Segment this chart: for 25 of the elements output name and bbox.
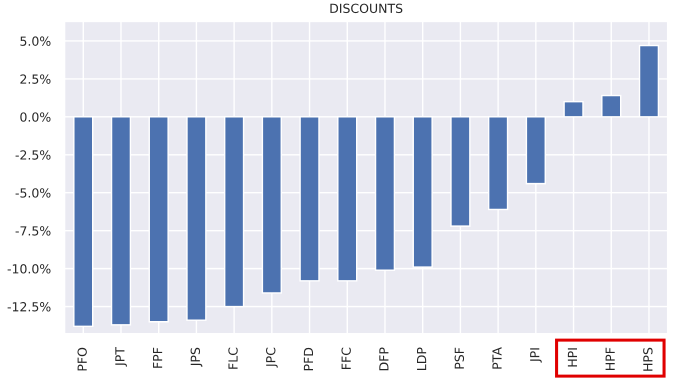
x-tick-label: FLC <box>228 348 238 369</box>
x-tick-label: JPI <box>530 348 542 363</box>
x-tick-label: JPC <box>266 348 278 368</box>
y-tick-label: -12.5% <box>8 302 51 312</box>
x-tick-label: PFO <box>77 348 87 370</box>
x-tick-label: HPI <box>568 348 577 366</box>
y-tick-label: -5.0% <box>16 188 51 198</box>
x-tick-label: HPF <box>606 348 615 370</box>
x-tick-label: PSF <box>454 348 464 369</box>
y-tick-label: -10.0% <box>8 264 51 274</box>
x-tick-label: PTA <box>492 347 502 369</box>
x-tick-label: DFP <box>379 348 388 370</box>
y-tick-label: 0.0% <box>20 112 51 122</box>
x-tick-label: FPF <box>153 348 162 368</box>
x-tick-label: FFC <box>341 348 351 369</box>
y-tick-label: -2.5% <box>16 150 51 160</box>
x-tick-label: HPS <box>643 348 653 371</box>
x-tick-label: JPS <box>190 348 202 367</box>
chart-title: DISCOUNTS <box>330 4 402 14</box>
x-tick-label: PFD <box>304 348 313 370</box>
y-tick-label: 2.5% <box>20 74 51 84</box>
y-tick-label: 5.0% <box>20 36 51 46</box>
x-tick-label: JPT <box>115 347 127 367</box>
y-tick-label: -7.5% <box>16 226 51 236</box>
x-tick-label: LDP <box>417 348 426 370</box>
